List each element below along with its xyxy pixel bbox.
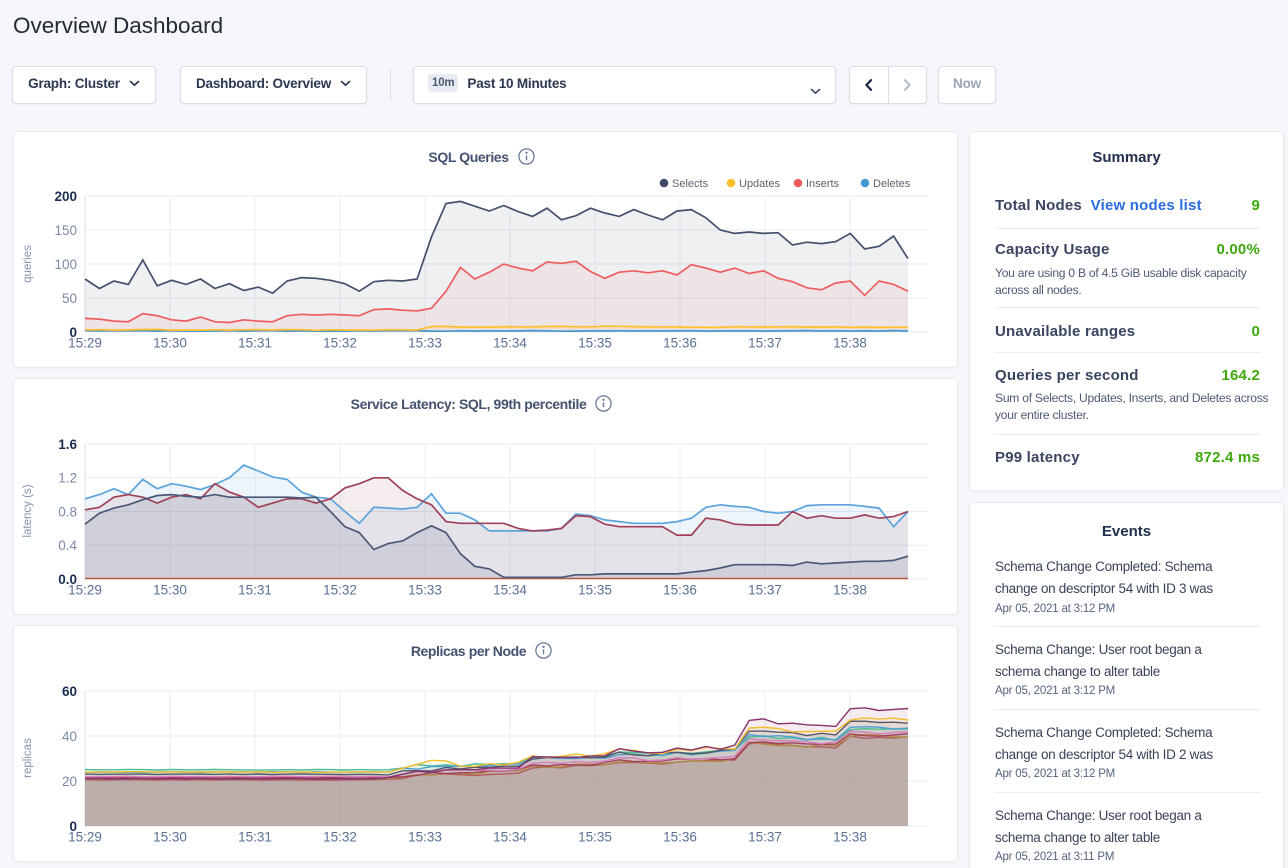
svg-text:15:29: 15:29 xyxy=(68,830,102,845)
svg-text:15:38: 15:38 xyxy=(833,830,867,845)
svg-text:15:37: 15:37 xyxy=(748,583,782,598)
svg-text:150: 150 xyxy=(54,223,77,238)
svg-text:Deletes: Deletes xyxy=(873,178,911,190)
svg-text:15:33: 15:33 xyxy=(408,830,442,845)
svg-text:15:35: 15:35 xyxy=(578,830,612,845)
svg-text:15:38: 15:38 xyxy=(833,336,867,351)
svg-text:15:32: 15:32 xyxy=(323,336,357,351)
svg-text:15:29: 15:29 xyxy=(68,336,102,351)
svg-text:40: 40 xyxy=(62,729,77,744)
svg-text:15:35: 15:35 xyxy=(578,583,612,598)
svg-text:15:29: 15:29 xyxy=(68,583,102,598)
svg-text:0: 0 xyxy=(69,325,77,340)
svg-text:Inserts: Inserts xyxy=(806,178,840,190)
svg-text:15:30: 15:30 xyxy=(153,830,187,845)
svg-text:15:31: 15:31 xyxy=(238,583,272,598)
svg-text:15:30: 15:30 xyxy=(153,336,187,351)
svg-text:Updates: Updates xyxy=(739,178,780,190)
svg-text:100: 100 xyxy=(54,257,77,272)
svg-text:60: 60 xyxy=(62,684,77,699)
svg-text:replicas: replicas xyxy=(22,738,34,778)
svg-text:15:37: 15:37 xyxy=(748,336,782,351)
svg-text:15:34: 15:34 xyxy=(493,583,527,598)
svg-text:15:32: 15:32 xyxy=(323,583,357,598)
svg-text:1.6: 1.6 xyxy=(58,437,77,452)
svg-text:Selects: Selects xyxy=(672,178,709,190)
svg-text:200: 200 xyxy=(54,189,77,204)
svg-text:15:31: 15:31 xyxy=(238,336,272,351)
svg-text:15:34: 15:34 xyxy=(493,336,527,351)
svg-text:15:34: 15:34 xyxy=(493,830,527,845)
svg-text:0.8: 0.8 xyxy=(58,504,77,519)
svg-text:15:33: 15:33 xyxy=(408,583,442,598)
svg-text:15:38: 15:38 xyxy=(833,583,867,598)
svg-text:15:37: 15:37 xyxy=(748,830,782,845)
svg-text:1.2: 1.2 xyxy=(58,471,77,486)
svg-text:0.4: 0.4 xyxy=(58,538,77,553)
svg-text:50: 50 xyxy=(62,291,77,306)
svg-text:latency (s): latency (s) xyxy=(22,484,34,537)
svg-text:15:36: 15:36 xyxy=(663,830,697,845)
svg-text:15:33: 15:33 xyxy=(408,336,442,351)
svg-text:15:35: 15:35 xyxy=(578,336,612,351)
svg-text:queries: queries xyxy=(22,245,34,283)
svg-text:15:30: 15:30 xyxy=(153,583,187,598)
svg-text:20: 20 xyxy=(62,774,77,789)
svg-text:15:31: 15:31 xyxy=(238,830,272,845)
svg-text:15:36: 15:36 xyxy=(663,583,697,598)
svg-text:15:32: 15:32 xyxy=(323,830,357,845)
svg-text:0: 0 xyxy=(69,819,77,834)
svg-text:15:36: 15:36 xyxy=(663,336,697,351)
svg-text:0.0: 0.0 xyxy=(58,572,77,587)
